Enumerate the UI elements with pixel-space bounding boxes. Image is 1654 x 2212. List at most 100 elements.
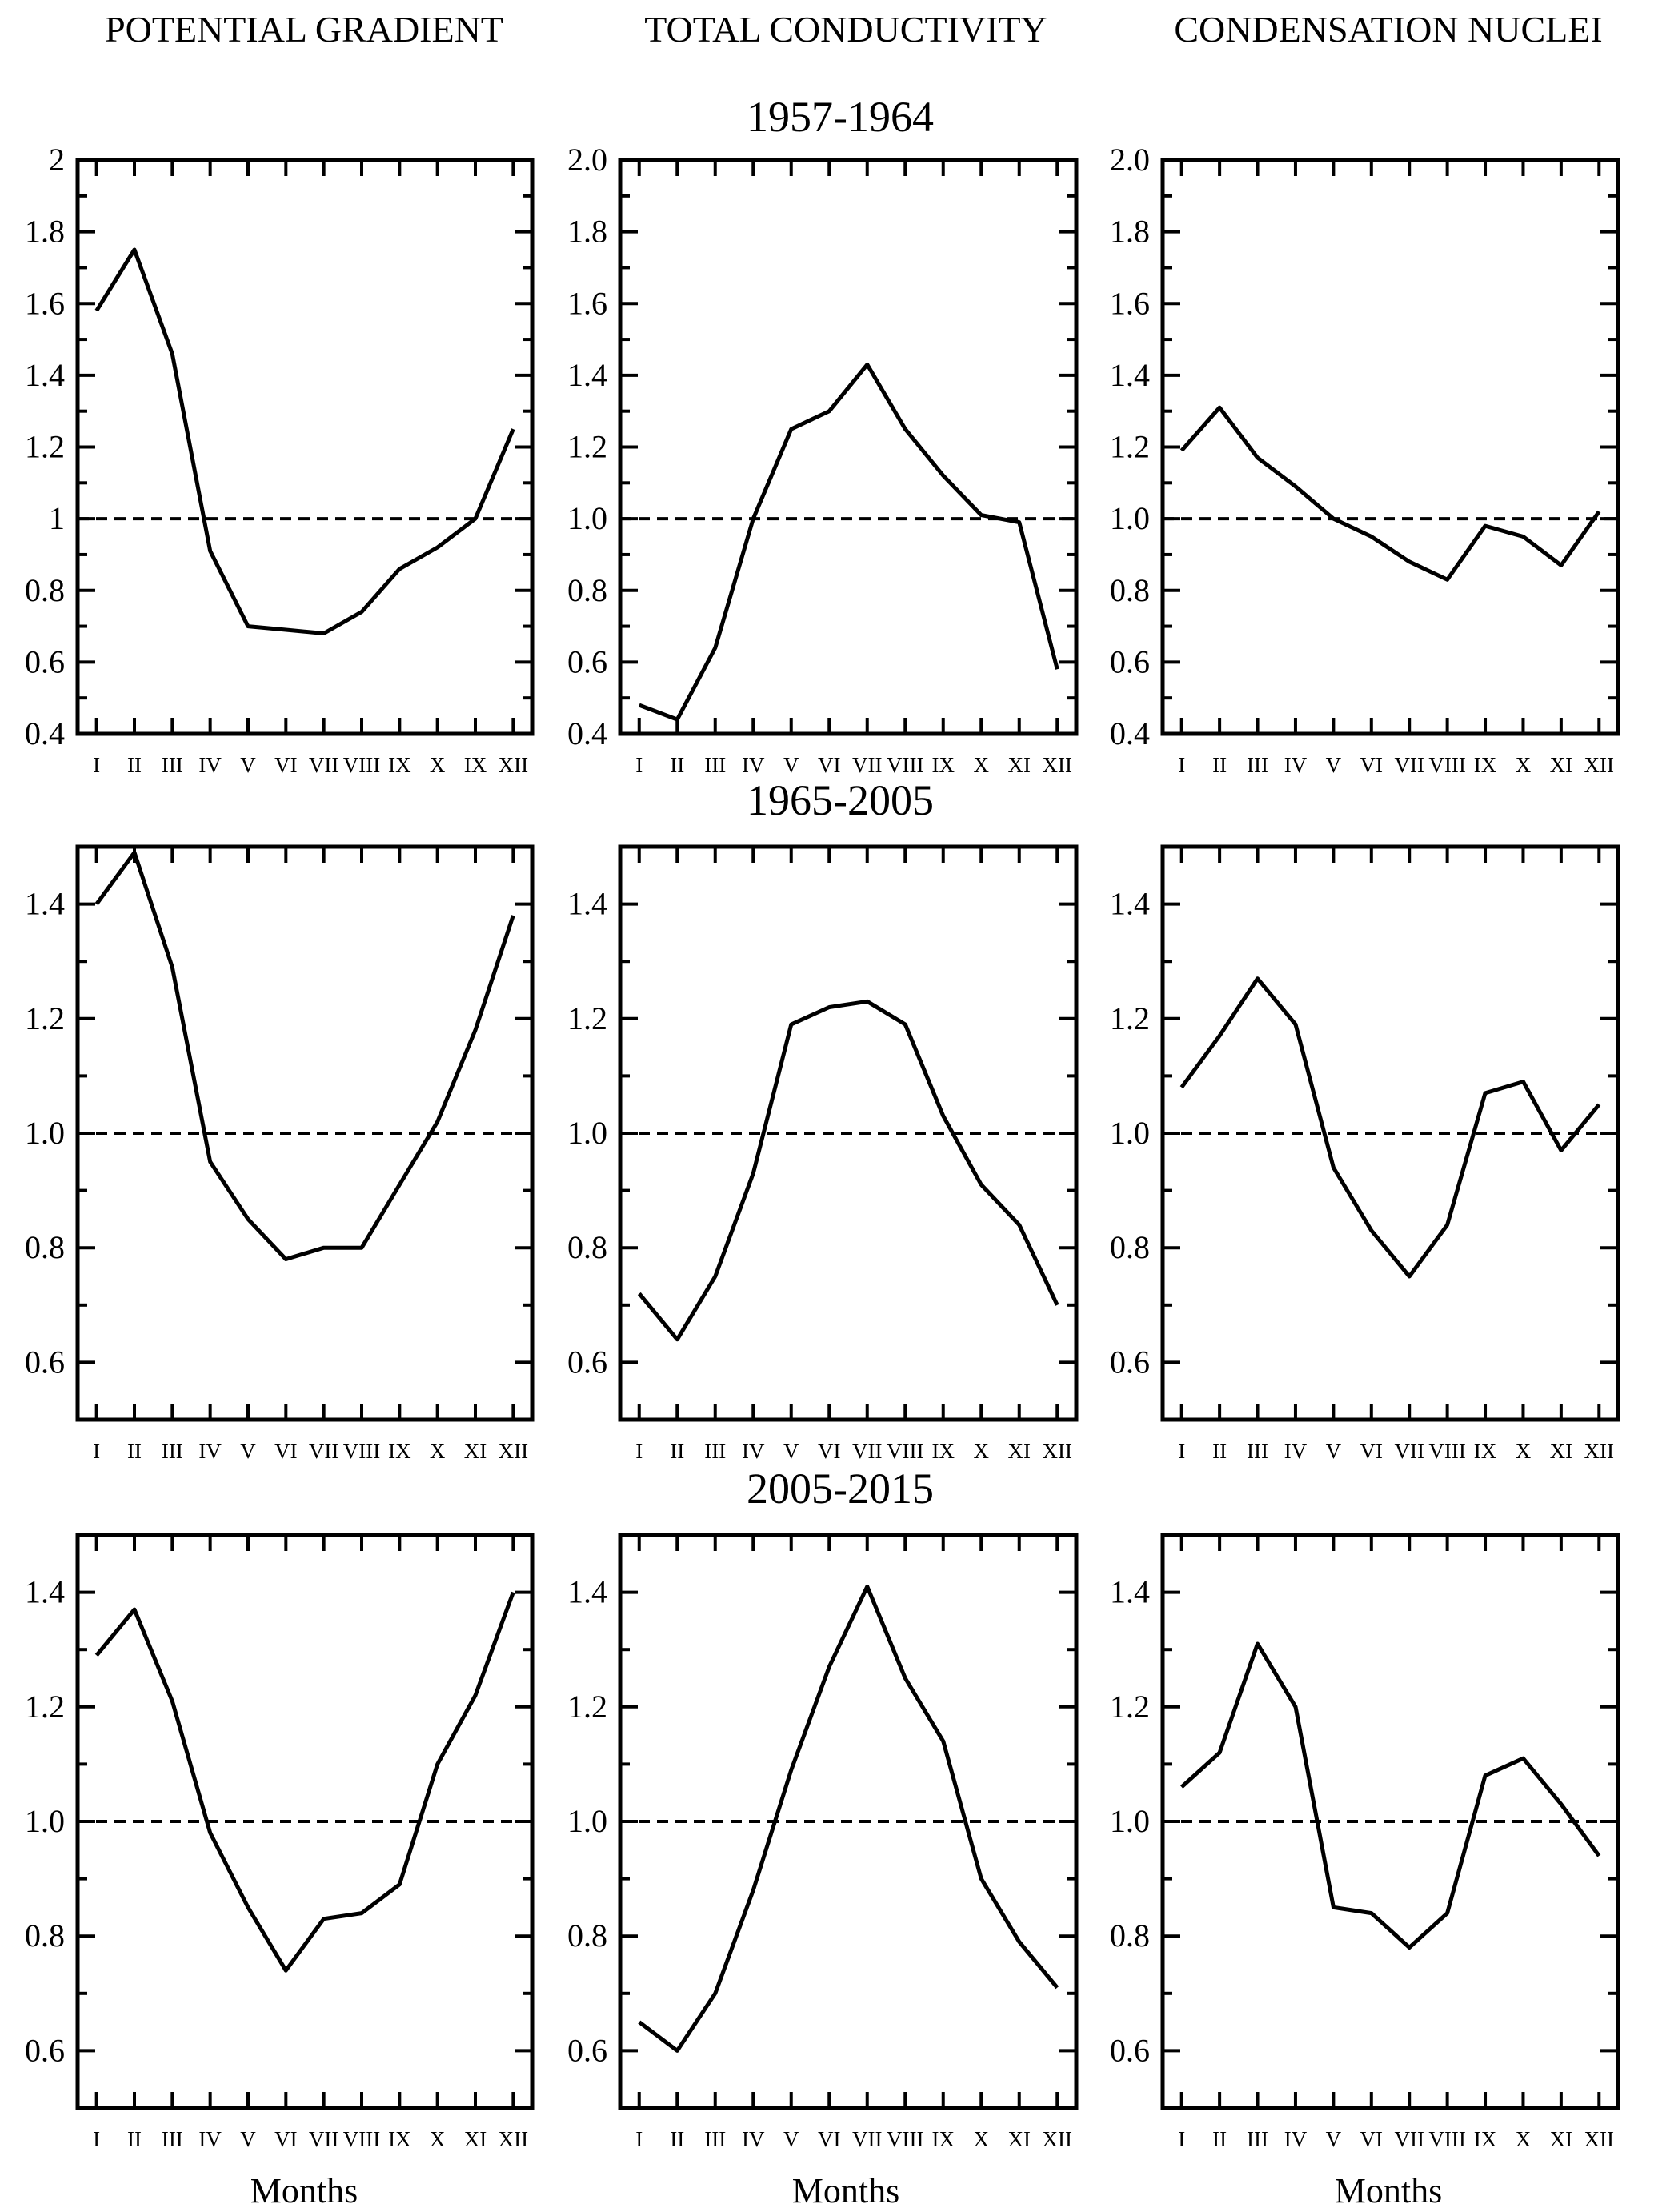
x-tick-label: X (430, 2127, 446, 2151)
x-tick-label: I (1178, 753, 1185, 777)
x-tick-label: VI (274, 753, 298, 777)
chart-panel-cn-1965-2005: 0.60.81.01.21.4I II III IV V VI VII VIII IX X XI XI… (1110, 844, 1620, 1463)
x-tick-label: V (1326, 753, 1342, 777)
x-tick-label: III (162, 753, 183, 777)
y-tick-label: 0.6 (567, 2032, 607, 2068)
y-tick-label: 1.8 (1110, 214, 1150, 250)
y-tick-label: 2.0 (567, 142, 607, 178)
chart-panel-pg-1965-2005: 0.60.81.01.21.4I II III IV V VI VII VIII IX X XI XI… (25, 844, 535, 1463)
y-tick-label: 1.0 (25, 1115, 65, 1151)
chart-panel-pg-1957-1964: 0.40.60.811.21.41.61.82I II III IV V VI VII VII… (25, 142, 535, 777)
x-tick-label: III (162, 1439, 183, 1463)
x-tick-label: V (783, 2127, 799, 2151)
x-axis-label-left: Months (250, 2171, 358, 2210)
x-tick-label: V (240, 753, 256, 777)
x-tick-label: I (635, 753, 643, 777)
x-tick-label: VII (1394, 2127, 1424, 2151)
x-tick-label: VI (1360, 753, 1384, 777)
x-tick-label: XII (499, 1439, 528, 1463)
x-tick-label: IV (742, 1439, 765, 1463)
x-tick-label: III (704, 2127, 726, 2151)
y-tick-label: 0.4 (1110, 715, 1150, 751)
y-tick-label: 0.6 (25, 1344, 65, 1380)
y-tick-label: 0.4 (567, 715, 607, 751)
x-tick-label: XI (1008, 2127, 1031, 2151)
series-line (638, 362, 1059, 722)
x-tick-label: XI (1008, 1439, 1031, 1463)
x-tick-label: X (1516, 2127, 1532, 2151)
x-tick-label: IV (198, 2127, 222, 2151)
x-tick-label: VI (274, 1439, 298, 1463)
y-tick-label: 0.8 (567, 1229, 607, 1265)
y-tick-label: 1.0 (567, 1115, 607, 1151)
x-tick-label: X (1516, 1439, 1532, 1463)
y-tick-label: 1.4 (1110, 357, 1150, 393)
x-tick-label: IV (1284, 753, 1308, 777)
x-tick-label: II (1212, 753, 1227, 777)
y-tick-label: 1.8 (567, 214, 607, 250)
x-tick-label: III (1247, 753, 1268, 777)
x-tick-label: III (1247, 1439, 1268, 1463)
series-line (94, 850, 515, 1261)
x-tick-label: X (430, 1439, 446, 1463)
y-tick-label: 1.2 (567, 429, 607, 465)
x-tick-label: XI (464, 2127, 487, 2151)
y-tick-label: 0.8 (1110, 1229, 1150, 1265)
x-tick-label: V (1326, 1439, 1342, 1463)
x-tick-label: XII (1584, 2127, 1614, 2151)
y-tick-label: 2 (49, 142, 65, 178)
series-line (1180, 1641, 1601, 1950)
x-tick-label: III (162, 2127, 183, 2151)
x-tick-label: VII (1394, 1439, 1424, 1463)
y-tick-label: 1.0 (1110, 1803, 1150, 1839)
x-tick-label: V (240, 2127, 256, 2151)
y-tick-label: 1.2 (25, 1689, 65, 1725)
x-tick-label: VIII (343, 753, 380, 777)
y-tick-label: 1.2 (567, 1689, 607, 1725)
x-tick-label: IX (388, 753, 411, 777)
y-tick-label: 1.6 (567, 285, 607, 321)
chart-panel-cn-2005-2015: 0.60.81.01.21.4I II III IV V VI VII VIII IX X XI XI… (1110, 1533, 1620, 2151)
y-tick-label: 0.8 (567, 572, 607, 608)
x-tick-label: VI (818, 1439, 841, 1463)
x-axis-label-right: Months (1335, 2171, 1442, 2210)
x-tick-label: IV (198, 1439, 222, 1463)
x-tick-label: IV (1284, 2127, 1308, 2151)
x-tick-label: V (240, 1439, 256, 1463)
x-tick-label: IV (1284, 1439, 1308, 1463)
x-tick-label: IX (388, 1439, 411, 1463)
y-tick-label: 1.4 (1110, 886, 1150, 922)
x-tick-label: XII (1584, 1439, 1614, 1463)
x-tick-label: IX (932, 753, 955, 777)
y-tick-label: 1.2 (1110, 1000, 1150, 1036)
y-tick-label: 1.4 (25, 886, 65, 922)
y-tick-label: 1.2 (1110, 429, 1150, 465)
x-tick-label: XII (499, 753, 528, 777)
series-line (638, 1584, 1059, 2053)
x-tick-label: X (1516, 753, 1532, 777)
y-tick-label: 0.8 (567, 1917, 607, 1954)
x-tick-label: VIII (887, 753, 923, 777)
x-tick-label: VII (852, 753, 882, 777)
y-tick-label: 1.0 (1110, 500, 1150, 536)
x-tick-label: IX (464, 753, 487, 777)
x-tick-label: IV (742, 753, 765, 777)
y-tick-label: 0.6 (1110, 1344, 1150, 1380)
x-tick-label: I (1178, 1439, 1185, 1463)
column-title-total-conductivity: TOTAL CONDUCTIVITY (644, 9, 1047, 50)
y-tick-label: 1.4 (567, 357, 607, 393)
x-tick-label: I (93, 753, 100, 777)
x-tick-label: II (670, 1439, 684, 1463)
x-tick-label: IV (742, 2127, 765, 2151)
y-tick-label: 1.4 (567, 886, 607, 922)
x-tick-label: I (93, 2127, 100, 2151)
x-tick-label: I (635, 2127, 643, 2151)
y-tick-label: 1.6 (1110, 285, 1150, 321)
y-tick-label: 1.4 (567, 1574, 607, 1610)
chart-panel-tc-1957-1964: 0.40.60.81.01.21.41.61.82.0I II III IV V VI VI… (567, 142, 1079, 777)
x-tick-label: I (93, 1439, 100, 1463)
y-tick-label: 0.6 (567, 1344, 607, 1380)
x-tick-label: IV (198, 753, 222, 777)
